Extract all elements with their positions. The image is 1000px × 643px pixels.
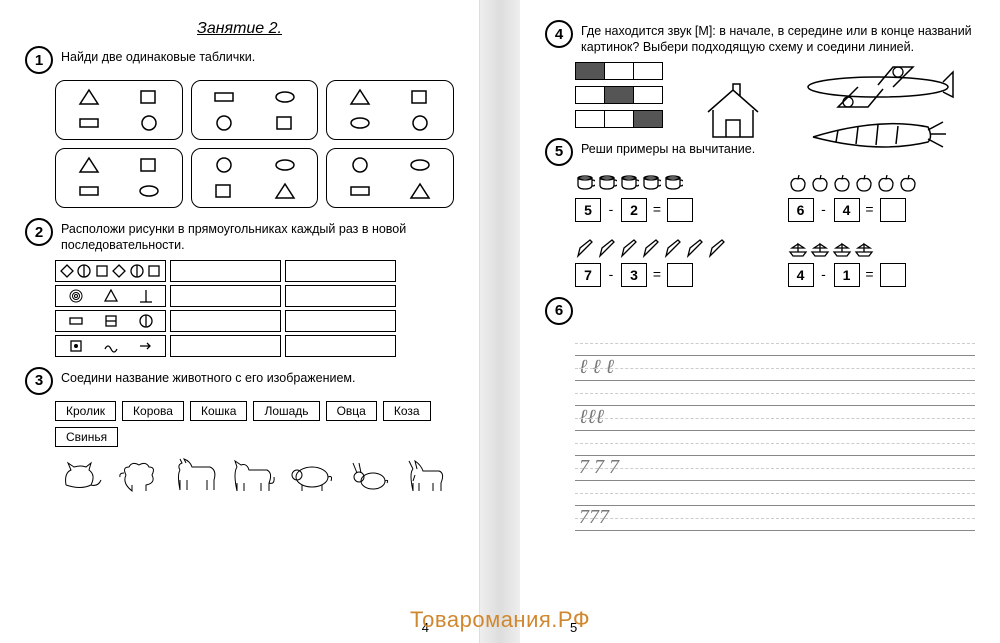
animal-label: Овца [326, 401, 377, 421]
animal-images [25, 455, 454, 493]
task-2: 2 Расположи рисунки в прямоугольниках ка… [25, 218, 454, 357]
task-text: Где находится звук [М]: в начале, в сере… [581, 20, 975, 56]
task-6: 6 ℓ ℓ ℓ ℓℓℓ 7 7 7 777 [545, 297, 975, 531]
page-left: Занятие 2. 1 Найди две одинаковые таблич… [0, 0, 480, 643]
task-number: 5 [545, 138, 573, 166]
handwriting-lines: ℓ ℓ ℓ ℓℓℓ 7 7 7 777 [545, 331, 975, 531]
task-1: 1 Найди две одинаковые таблички. [25, 46, 454, 208]
task-number: 3 [25, 367, 53, 395]
task-4: 4 Где находится звук [М]: в начале, в се… [545, 20, 975, 128]
watermark: Товаромания.РФ [410, 607, 590, 633]
picture-area [678, 62, 975, 128]
cow-icon [172, 455, 222, 493]
animal-label: Кошка [190, 401, 247, 421]
animal-label: Коза [383, 401, 431, 421]
book-spine [480, 0, 520, 643]
task-number: 4 [545, 20, 573, 48]
task-number: 2 [25, 218, 53, 246]
animal-label: Кролик [55, 401, 116, 421]
animal-labels: Кролик Корова Кошка Лошадь Овца Коза Сви… [25, 401, 454, 447]
page-right: 4 Где находится звук [М]: в начале, в се… [520, 0, 1000, 643]
airplane-icon [798, 57, 958, 112]
pig-icon [287, 455, 337, 493]
animal-label: Свинья [55, 427, 118, 447]
sheep-icon [114, 455, 164, 493]
task-text: Соедини название животного с его изображ… [61, 367, 356, 386]
house-icon [698, 82, 768, 142]
carrot-icon [808, 112, 948, 157]
lesson-title: Занятие 2. [25, 20, 454, 38]
task-number: 6 [545, 297, 573, 325]
sound-schemes [575, 62, 663, 128]
task-text: Найди две одинаковые таблички. [61, 46, 255, 65]
task-number: 1 [25, 46, 53, 74]
task-text: Расположи рисунки в прямоугольниках кажд… [61, 218, 454, 254]
task-5: 5 Реши примеры на вычитание. 5-2= 6-4= 7… [545, 138, 975, 287]
rabbit-icon [345, 455, 395, 493]
goat-icon [403, 455, 453, 493]
cards-grid [25, 80, 454, 208]
animal-label: Лошадь [253, 401, 319, 421]
cat-icon [56, 455, 106, 493]
animal-label: Корова [122, 401, 184, 421]
horse-icon [229, 455, 279, 493]
workbook-spread: Занятие 2. 1 Найди две одинаковые таблич… [0, 0, 1000, 643]
task-3: 3 Соедини название животного с его изобр… [25, 367, 454, 493]
